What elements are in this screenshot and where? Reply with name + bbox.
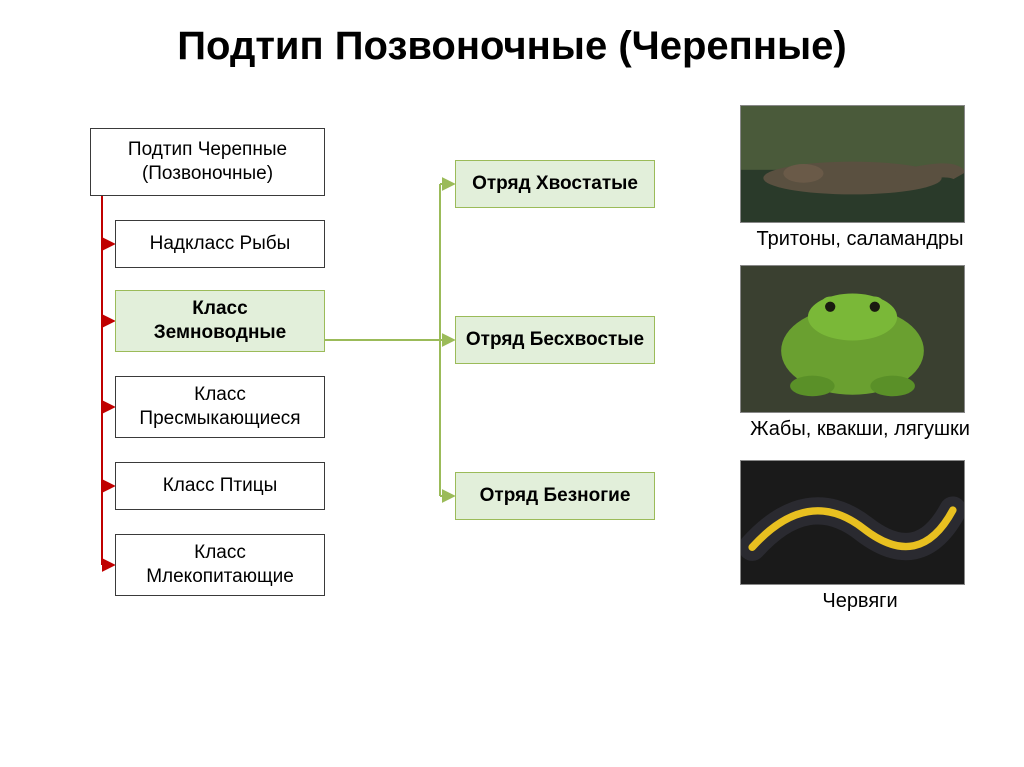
example-photo: [740, 460, 965, 585]
subtype-box: Подтип Черепные (Позвоночные): [90, 128, 325, 196]
subtype-line1: Подтип Черепные: [128, 138, 287, 162]
example-photo: [740, 105, 965, 223]
class-box: КлассЗемноводные: [115, 290, 325, 352]
photo-caption: Червяги: [720, 590, 1000, 613]
photo-caption: Тритоны, саламандры: [720, 228, 1000, 251]
page-title: Подтип Позвоночные (Черепные): [0, 0, 1024, 69]
class-box: КлассПресмыкающиеся: [115, 376, 325, 438]
class-box: Класс Птицы: [115, 462, 325, 510]
class-box: КлассМлекопитающие: [115, 534, 325, 596]
subtype-line2: (Позвоночные): [128, 162, 287, 186]
photo-caption: Жабы, квакши, лягушки: [720, 418, 1000, 441]
class-box: Надкласс Рыбы: [115, 220, 325, 268]
example-photo: [740, 265, 965, 413]
order-box: Отряд Безногие: [455, 472, 655, 520]
order-box: Отряд Бесхвостые: [455, 316, 655, 364]
order-box: Отряд Хвостатые: [455, 160, 655, 208]
